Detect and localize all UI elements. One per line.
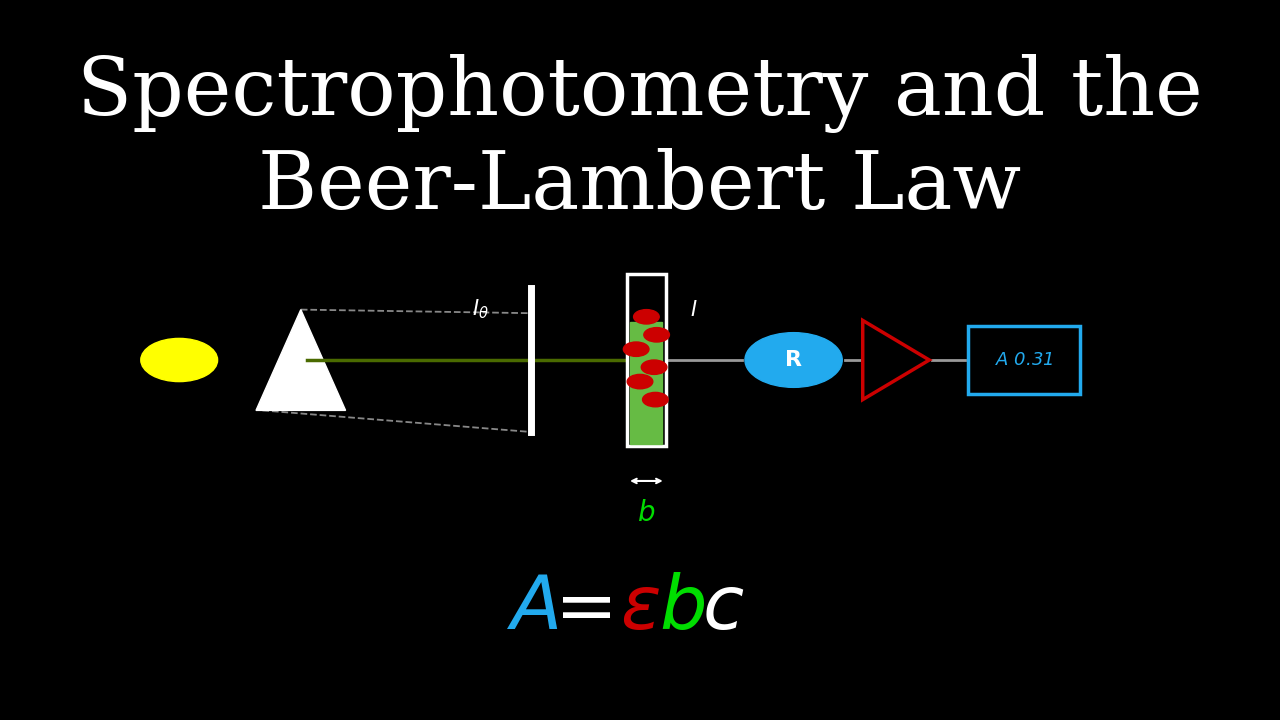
Text: $b$: $b$ xyxy=(637,500,655,527)
Polygon shape xyxy=(256,310,346,410)
Text: $A$: $A$ xyxy=(506,572,558,644)
Circle shape xyxy=(141,338,218,382)
Circle shape xyxy=(627,374,653,389)
Circle shape xyxy=(641,360,667,374)
Text: $I_\theta$: $I_\theta$ xyxy=(471,298,489,321)
Circle shape xyxy=(644,328,669,342)
Text: $b$: $b$ xyxy=(659,572,705,644)
Text: R: R xyxy=(785,350,803,370)
Bar xyxy=(630,322,663,444)
Bar xyxy=(627,274,666,446)
Circle shape xyxy=(643,392,668,407)
Text: Spectrophotometry and the: Spectrophotometry and the xyxy=(77,54,1203,133)
Text: Beer-Lambert Law: Beer-Lambert Law xyxy=(259,148,1021,226)
Text: $I$: $I$ xyxy=(690,300,698,320)
Text: $A$ 0.31: $A$ 0.31 xyxy=(995,351,1053,369)
Text: $=$: $=$ xyxy=(540,572,612,645)
Circle shape xyxy=(745,333,842,387)
Circle shape xyxy=(634,310,659,324)
Circle shape xyxy=(623,342,649,356)
Text: $c$: $c$ xyxy=(703,572,744,644)
Bar xyxy=(968,325,1080,395)
Text: $\varepsilon$: $\varepsilon$ xyxy=(620,572,660,644)
